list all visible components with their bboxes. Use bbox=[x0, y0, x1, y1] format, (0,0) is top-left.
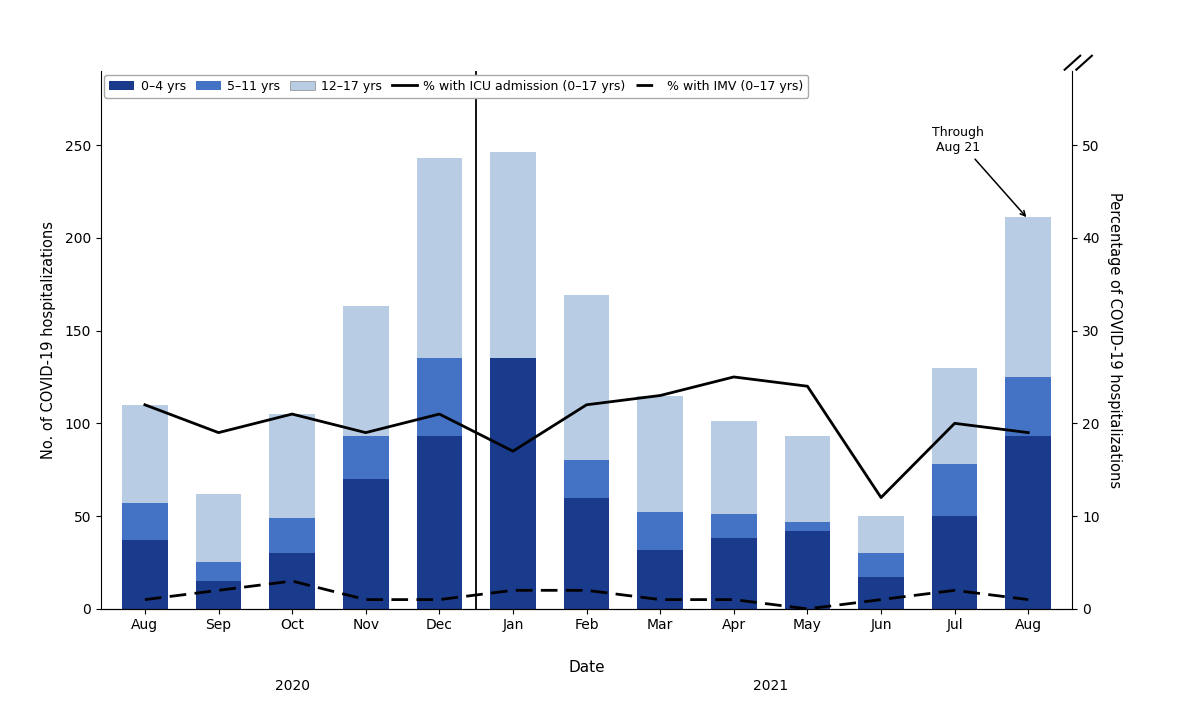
Bar bbox=[342, 479, 389, 609]
Bar bbox=[711, 538, 756, 609]
Bar bbox=[417, 158, 462, 358]
Legend: 0–4 yrs, 5–11 yrs, 12–17 yrs, % with ICU admission (0–17 yrs), % with IMV (0–17 : 0–4 yrs, 5–11 yrs, 12–17 yrs, % with ICU… bbox=[104, 74, 808, 98]
Bar bbox=[342, 307, 389, 436]
Bar bbox=[564, 295, 609, 460]
Bar bbox=[122, 503, 168, 540]
Bar bbox=[269, 414, 315, 518]
Bar bbox=[784, 436, 831, 522]
Bar bbox=[711, 514, 756, 538]
Bar bbox=[196, 581, 242, 609]
Bar bbox=[564, 498, 609, 609]
Bar bbox=[417, 436, 462, 609]
Bar bbox=[1005, 436, 1051, 609]
Bar bbox=[931, 367, 978, 464]
Bar bbox=[638, 549, 683, 609]
Bar bbox=[858, 516, 904, 553]
Bar bbox=[931, 464, 978, 516]
Bar bbox=[858, 577, 904, 609]
Bar bbox=[417, 358, 462, 436]
Bar bbox=[491, 152, 536, 358]
Y-axis label: Percentage of COVID-19 hospitalizations: Percentage of COVID-19 hospitalizations bbox=[1107, 192, 1122, 488]
Bar bbox=[342, 436, 389, 479]
Bar bbox=[196, 562, 242, 581]
Bar bbox=[122, 405, 168, 503]
Bar bbox=[269, 553, 315, 609]
Bar bbox=[269, 518, 315, 553]
Text: Through
Aug 21: Through Aug 21 bbox=[933, 126, 1025, 216]
Bar bbox=[858, 553, 904, 577]
Text: 2021: 2021 bbox=[752, 679, 788, 693]
Bar bbox=[784, 531, 831, 609]
Bar bbox=[196, 494, 242, 562]
Bar bbox=[1005, 217, 1051, 377]
Bar bbox=[638, 396, 683, 513]
Bar bbox=[491, 358, 536, 609]
Bar bbox=[931, 516, 978, 609]
X-axis label: Date: Date bbox=[569, 660, 604, 675]
Bar bbox=[784, 522, 831, 531]
Text: 2020: 2020 bbox=[275, 679, 309, 693]
Bar bbox=[638, 513, 683, 549]
Y-axis label: No. of COVID-19 hospitalizations: No. of COVID-19 hospitalizations bbox=[41, 221, 57, 459]
Bar bbox=[1005, 377, 1051, 436]
Bar bbox=[564, 460, 609, 498]
Bar bbox=[711, 421, 756, 514]
Bar bbox=[122, 540, 168, 609]
